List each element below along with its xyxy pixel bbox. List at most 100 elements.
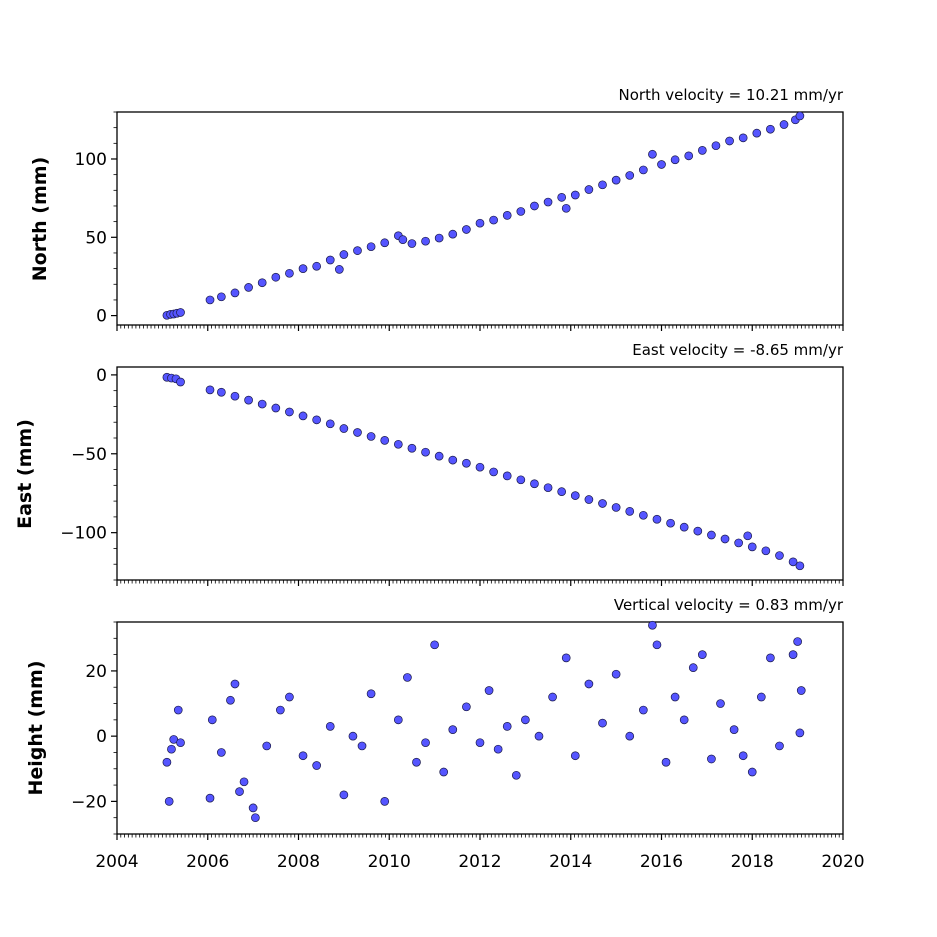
north-data-point bbox=[584, 185, 594, 194]
height-data-point bbox=[462, 702, 471, 712]
north-data-point bbox=[557, 193, 567, 202]
height-data-point bbox=[697, 650, 707, 659]
north-data-point bbox=[407, 239, 417, 248]
height-data-point bbox=[357, 741, 367, 751]
north-data-point bbox=[421, 236, 430, 246]
height-data-point bbox=[366, 689, 376, 699]
height-data-point bbox=[729, 725, 739, 734]
height-data-point bbox=[226, 695, 235, 705]
north-data-point bbox=[657, 160, 666, 169]
north-data-point bbox=[570, 190, 580, 200]
height-data-point bbox=[561, 653, 571, 663]
height-data-point bbox=[164, 797, 174, 806]
north-data-point bbox=[779, 120, 789, 129]
height-data-point bbox=[511, 770, 521, 780]
east-data-point bbox=[325, 419, 335, 429]
height-y-tick-label: −20 bbox=[71, 792, 107, 812]
east-data-point bbox=[448, 455, 458, 465]
height-data-point bbox=[251, 813, 260, 823]
north-data-point bbox=[475, 218, 485, 228]
east-data-point bbox=[257, 399, 267, 409]
height-data-point bbox=[502, 722, 512, 731]
north-data-point bbox=[625, 171, 635, 180]
height-data-point bbox=[521, 715, 530, 725]
east-y-tick-label: −100 bbox=[60, 524, 107, 544]
height-data-point bbox=[230, 679, 240, 689]
north-y-tick-label: 50 bbox=[85, 228, 107, 248]
height-data-point bbox=[756, 692, 766, 702]
height-x-tick-label: 2004 bbox=[95, 852, 138, 872]
height-x-tick-label: 2008 bbox=[277, 852, 320, 872]
north-data-point bbox=[502, 211, 512, 220]
height-x-tick-label: 2012 bbox=[458, 852, 501, 872]
east-data-point bbox=[693, 526, 703, 536]
height-x-tick-label: 2016 bbox=[640, 852, 683, 872]
east-data-point bbox=[707, 530, 716, 540]
north-data-point bbox=[561, 203, 571, 213]
north-y-tick-label: 100 bbox=[75, 150, 107, 170]
north-data-point bbox=[176, 308, 185, 317]
height-data-point bbox=[262, 741, 272, 751]
north-data-point bbox=[434, 233, 444, 243]
north-data-point bbox=[795, 111, 805, 121]
height-data-point bbox=[380, 797, 390, 806]
height-data-point bbox=[747, 767, 757, 777]
height-data-point bbox=[205, 793, 215, 803]
east-title: East velocity = -8.65 mm/yr bbox=[632, 341, 844, 359]
east-y-tick-label: 0 bbox=[96, 366, 107, 386]
north-data-point bbox=[339, 250, 349, 259]
height-data-point bbox=[393, 715, 403, 725]
east-panel: East velocity = -8.65 mm/yr East (mm) 0 −… bbox=[14, 341, 844, 586]
east-data-point bbox=[475, 462, 485, 472]
height-data-point bbox=[285, 692, 294, 702]
height-data-point bbox=[298, 751, 308, 761]
height-data-point bbox=[570, 751, 580, 761]
height-data-point bbox=[276, 705, 285, 715]
east-data-point bbox=[679, 522, 689, 532]
east-data-point bbox=[652, 514, 662, 524]
north-data-point bbox=[244, 283, 253, 292]
north-panel: North velocity = 10.21 mm/yr North (mm) … bbox=[29, 86, 844, 331]
height-data-point bbox=[475, 738, 485, 748]
height-data-point bbox=[339, 790, 349, 800]
east-y-axis-label: East (mm) bbox=[14, 419, 36, 529]
east-data-point bbox=[176, 377, 185, 387]
east-data-point bbox=[666, 518, 675, 528]
height-data-point bbox=[207, 715, 217, 725]
north-data-point bbox=[398, 235, 408, 244]
north-data-point bbox=[489, 215, 498, 225]
north-data-point bbox=[366, 242, 376, 252]
height-data-point bbox=[652, 640, 662, 650]
east-data-point bbox=[205, 385, 215, 395]
height-y-axis-label: Height (mm) bbox=[25, 660, 47, 795]
east-plot-area bbox=[116, 366, 844, 581]
north-data-point bbox=[738, 133, 748, 143]
east-data-point bbox=[380, 436, 390, 445]
height-data-point bbox=[548, 692, 557, 702]
north-data-point bbox=[285, 268, 294, 278]
height-data-point bbox=[670, 692, 680, 702]
north-data-point bbox=[298, 264, 308, 273]
height-data-point bbox=[348, 731, 358, 741]
height-data-point bbox=[439, 767, 449, 777]
height-panel: Vertical velocity = 0.83 mm/yr Height (m… bbox=[25, 596, 865, 872]
east-data-point bbox=[747, 542, 757, 552]
east-data-point bbox=[734, 538, 743, 548]
east-data-point bbox=[761, 546, 771, 556]
east-data-point bbox=[353, 428, 362, 437]
east-data-point bbox=[312, 415, 321, 425]
height-data-point bbox=[421, 738, 430, 748]
east-data-point bbox=[795, 561, 805, 571]
north-data-point bbox=[380, 238, 390, 248]
east-data-point bbox=[298, 411, 308, 421]
height-data-point bbox=[788, 650, 798, 659]
north-data-point bbox=[711, 141, 721, 151]
north-data-point bbox=[638, 165, 648, 175]
north-plot-area bbox=[116, 111, 844, 326]
north-data-point bbox=[598, 180, 607, 190]
north-data-point bbox=[353, 246, 362, 255]
height-data-point bbox=[775, 741, 784, 751]
height-data-point bbox=[248, 803, 258, 813]
north-title: North velocity = 10.21 mm/yr bbox=[619, 86, 844, 104]
